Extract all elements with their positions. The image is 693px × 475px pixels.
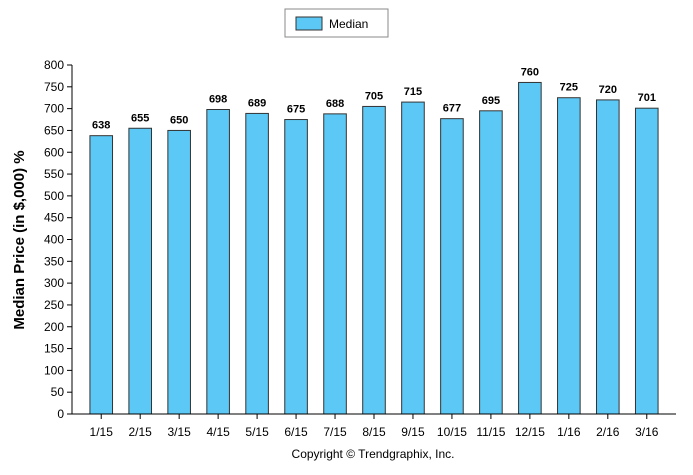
y-tick-label: 700	[44, 102, 64, 116]
bar-6-15	[284, 119, 308, 415]
data-label: 650	[170, 114, 188, 126]
data-label: 675	[287, 104, 305, 116]
y-tick-label: 800	[44, 58, 64, 72]
y-tick-label: 650	[44, 123, 64, 137]
legend-label-median: Median	[329, 17, 368, 31]
data-label: 689	[248, 97, 266, 109]
legend: Median	[284, 8, 389, 38]
bar-7-15	[323, 113, 347, 415]
y-tick-label: 0	[57, 407, 64, 421]
x-tick-label: 11/15	[476, 425, 505, 439]
bar-8-15	[362, 105, 386, 415]
x-tick-label: 3/15	[167, 425, 191, 439]
y-tick-label: 100	[44, 363, 64, 377]
x-tick-label: 2/15	[129, 425, 153, 439]
x-tick-label: 6/15	[284, 425, 308, 439]
y-tick-label: 300	[44, 276, 64, 290]
data-label: 760	[521, 66, 539, 78]
x-tick-label: 12/15	[515, 425, 545, 439]
bar-9-15	[401, 101, 425, 415]
x-tick-label: 3/16	[635, 425, 659, 439]
x-tick-label: 1/15	[90, 425, 114, 439]
data-label: 638	[92, 120, 110, 132]
bar-4-15	[206, 108, 230, 415]
x-tick-label: 1/16	[557, 425, 581, 439]
data-label: 677	[443, 103, 461, 115]
bar-1-15	[89, 135, 114, 415]
y-tick-label: 600	[44, 145, 64, 159]
data-label: 688	[326, 98, 344, 110]
bar-3-16	[634, 107, 659, 415]
x-tick-label: 9/15	[401, 425, 425, 439]
data-label: 655	[131, 112, 149, 124]
x-tick-label: 7/15	[323, 425, 347, 439]
legend-swatch-median	[295, 16, 323, 31]
y-tick-label: 350	[44, 254, 64, 268]
y-tick-label: 200	[44, 320, 64, 334]
data-label: 698	[209, 93, 227, 105]
y-tick-label: 750	[44, 80, 64, 94]
bar-3-15	[167, 129, 191, 415]
y-tick-label: 250	[44, 298, 64, 312]
bar-1-16	[557, 97, 581, 415]
data-label: 705	[365, 90, 383, 102]
y-tick-label: 150	[44, 342, 64, 356]
x-tick-label: 10/15	[437, 425, 467, 439]
y-tick-label: 450	[44, 211, 64, 225]
x-tick-label: 2/16	[596, 425, 620, 439]
bar-5-15	[245, 112, 269, 415]
bar-11-15	[479, 110, 503, 415]
bar-2-15	[128, 127, 152, 415]
bars: 638 655 650 698 689 675 688 705 715 677 695 760 725 7…	[89, 66, 659, 415]
y-tick-label: 50	[51, 385, 65, 399]
y-tick-label: 550	[44, 167, 64, 181]
x-tick-label: 8/15	[362, 425, 386, 439]
data-label: 725	[560, 82, 578, 94]
y-tick-label: 400	[44, 233, 64, 247]
y-axis-label: Median Price (in $,000) %	[11, 150, 28, 329]
x-tick-label: 4/15	[206, 425, 230, 439]
data-label: 715	[404, 86, 422, 98]
data-label: 720	[599, 84, 617, 96]
bar-2-16	[596, 99, 620, 415]
x-axis: 1/15 2/15 3/15 4/15 5/15 6/15 7/15 8/15 9/15 10/1…	[72, 413, 676, 439]
x-tick-label: 5/15	[245, 425, 269, 439]
bar-10-15	[440, 118, 464, 415]
copyright-text: Copyright © Trendgraphix, Inc.	[292, 447, 455, 461]
data-label: 701	[638, 92, 656, 104]
data-label: 695	[482, 95, 500, 107]
y-axis: 0 50 100 150 200 250 300 350 400 450 500 550 600 650 7…	[44, 58, 73, 421]
bar-12-15	[518, 81, 542, 415]
y-tick-label: 500	[44, 189, 64, 203]
